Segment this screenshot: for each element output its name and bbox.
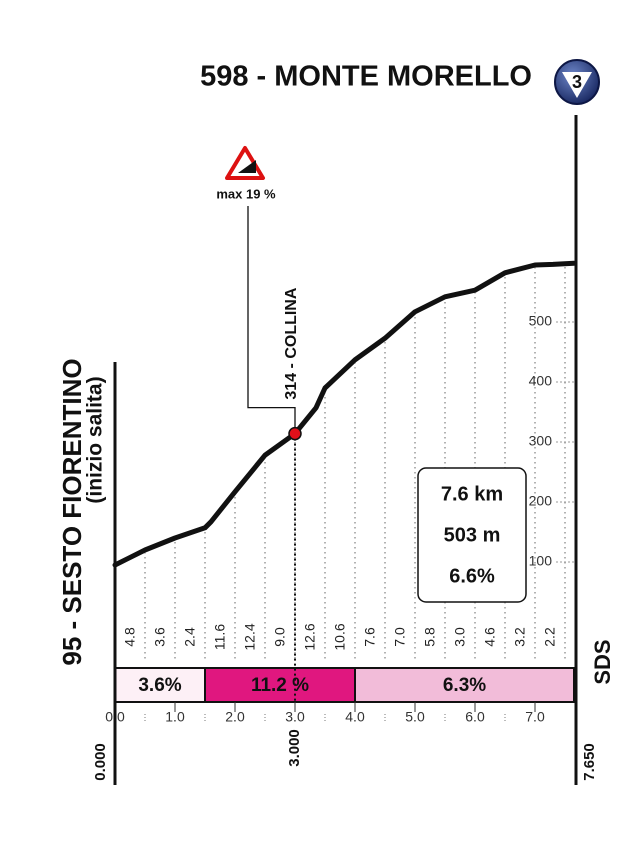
segment-gradient: 4.6: [482, 627, 498, 647]
y-tick-label: 400: [529, 373, 553, 389]
segment-gradient: 3.0: [452, 627, 468, 647]
segment-gradient: 3.2: [512, 627, 528, 647]
max-gradient: max 19 %: [216, 186, 276, 201]
band-label: 11.2 %: [251, 675, 309, 696]
segment-gradient: 12.6: [302, 623, 318, 650]
distance-label: 7.650: [581, 743, 598, 781]
summary-distance: 7.6 km: [441, 483, 503, 505]
segment-gradient: 7.6: [362, 627, 378, 647]
sky: [115, 100, 575, 565]
grid: 4.8 3.6 2.4 11.6 12.4 9.0 12.6 10.6 7.6 7.0 5.8 3.0…: [115, 100, 575, 662]
profile-line: [112, 260, 577, 568]
summary-box: [417, 467, 527, 603]
segment-gradient: 9.0: [272, 627, 288, 647]
collina-label: 314 - COLLINA: [283, 287, 300, 399]
icon-triangle: [562, 72, 592, 98]
x-tick-label: 2.0: [225, 709, 245, 725]
y-tick-label: 200: [529, 493, 553, 509]
distance-label: 3.000: [286, 729, 303, 767]
segment-gradient: 4.8: [122, 627, 138, 647]
segment-gradient: 12.4: [242, 623, 258, 650]
segment-gradient: 2.2: [542, 627, 558, 647]
segment-gradient: 3.6: [152, 627, 168, 647]
band-label: 6.3%: [443, 675, 486, 696]
y-tick-label: 300: [529, 433, 553, 449]
segment-gradient: 10.6: [332, 623, 348, 650]
y-tick-label: 100: [529, 553, 553, 569]
gradient-band: [204, 667, 356, 703]
summary-gradient: 6.6%: [449, 565, 495, 587]
summary-climb: 503 m: [444, 524, 501, 546]
gradient-band: [354, 667, 575, 703]
warning-slope: [238, 160, 256, 173]
x-tick-label: 4.0: [345, 709, 365, 725]
start-note: (inizio salita): [84, 376, 107, 503]
x-tick-label: 1.0: [165, 709, 185, 725]
x-tick-label: 6.0: [465, 709, 485, 725]
collina-point: [288, 426, 302, 441]
x-tick-label: 7.0: [525, 709, 545, 725]
icon-label: 3: [572, 72, 582, 92]
segment-gradient: 7.0: [392, 627, 408, 647]
distance-label: 0.000: [92, 743, 109, 781]
chart-title: 598 - MONTE MORELLO: [200, 61, 532, 93]
segment-gradient: 2.4: [182, 627, 198, 647]
logo: SDS: [590, 639, 615, 684]
x-tick-label: 5.0: [405, 709, 425, 725]
band-label: 3.6%: [138, 675, 181, 696]
max-leader: [247, 206, 296, 434]
segment-gradient: 5.8: [422, 627, 438, 647]
x-tick-label: 3.0: [285, 709, 305, 725]
start-label: 95 - SESTO FIORENTINO: [57, 358, 87, 665]
y-tick-label: 500: [529, 313, 553, 329]
segment-gradient: 11.6: [212, 624, 228, 650]
